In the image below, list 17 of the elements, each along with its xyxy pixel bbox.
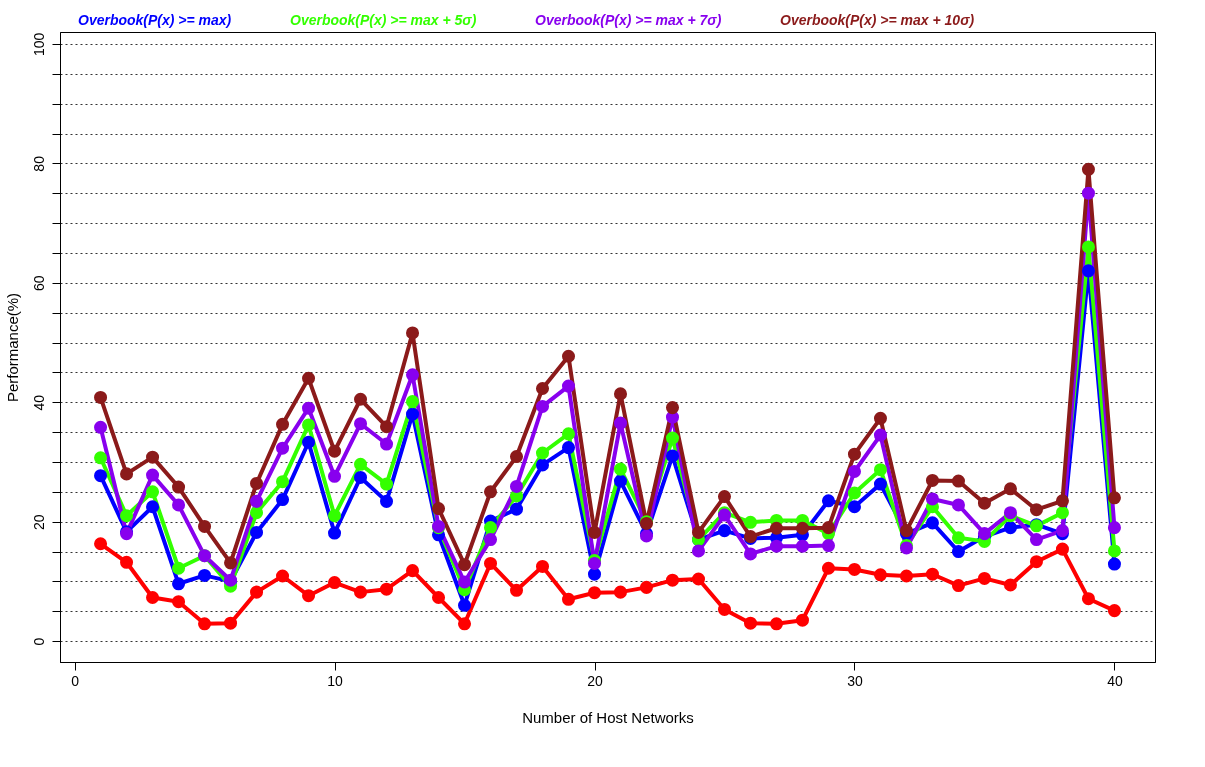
x-tick-label: 20: [587, 672, 603, 689]
x-tick-label: 30: [847, 672, 863, 689]
text: Overbook(P(x) >= max + 5σ): [290, 12, 477, 28]
y-axis-title: Performance(%): [3, 292, 21, 403]
y-tick-label: 20: [30, 514, 47, 530]
y-tick-label: 0: [30, 637, 47, 646]
text: Overbook(P(x) >= max): [78, 12, 232, 28]
y-tick-label: 80: [30, 155, 47, 172]
y-tick-label: 40: [30, 394, 47, 411]
text: Overbook(P(x) >= max + 10σ): [780, 12, 975, 28]
y-tick-label: 100: [30, 32, 47, 57]
y-tick-label: 60: [30, 275, 47, 292]
x-tick-label: 0: [71, 672, 80, 689]
text: Overbook(P(x) >= max + 7σ): [535, 12, 722, 28]
x-tick-label: 10: [327, 672, 344, 689]
x-axis-title: Number of Host Networks: [522, 708, 694, 726]
x-tick-label: 40: [1107, 672, 1123, 689]
